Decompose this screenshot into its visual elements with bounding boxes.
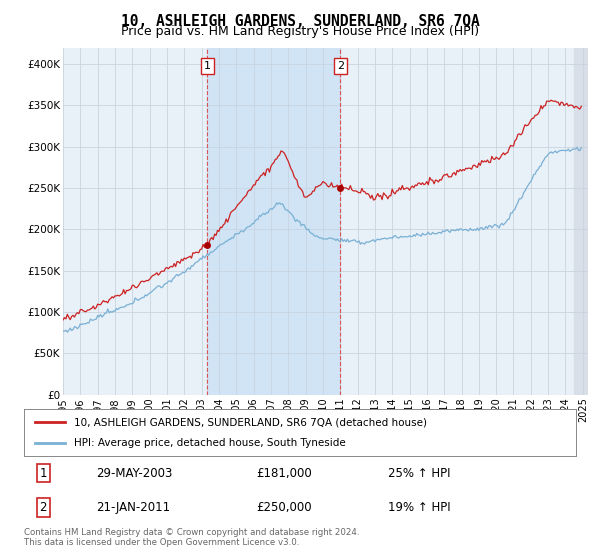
Text: 2: 2 (337, 61, 344, 71)
Text: HPI: Average price, detached house, South Tyneside: HPI: Average price, detached house, Sout… (74, 438, 346, 448)
Text: 1: 1 (40, 467, 47, 480)
Text: 19% ↑ HPI: 19% ↑ HPI (388, 501, 451, 514)
Bar (208, 48, 340, 395)
Text: Price paid vs. HM Land Registry's House Price Index (HPI): Price paid vs. HM Land Registry's House … (121, 25, 479, 38)
Text: 21-JAN-2011: 21-JAN-2011 (96, 501, 170, 514)
Text: 29-MAY-2003: 29-MAY-2003 (96, 467, 172, 480)
Text: 10, ASHLEIGH GARDENS, SUNDERLAND, SR6 7QA (detached house): 10, ASHLEIGH GARDENS, SUNDERLAND, SR6 7Q… (74, 417, 427, 427)
Point (203, 241, 212, 250)
Text: Contains HM Land Registry data © Crown copyright and database right 2024.
This d: Contains HM Land Registry data © Crown c… (24, 528, 359, 547)
Bar (574, 48, 596, 395)
Text: 1: 1 (204, 61, 211, 71)
Text: 10, ASHLEIGH GARDENS, SUNDERLAND, SR6 7QA: 10, ASHLEIGH GARDENS, SUNDERLAND, SR6 7Q… (121, 14, 479, 29)
Text: £250,000: £250,000 (256, 501, 311, 514)
Point (335, 184, 345, 193)
Text: £181,000: £181,000 (256, 467, 311, 480)
Text: 2: 2 (40, 501, 47, 514)
Text: 25% ↑ HPI: 25% ↑ HPI (388, 467, 451, 480)
